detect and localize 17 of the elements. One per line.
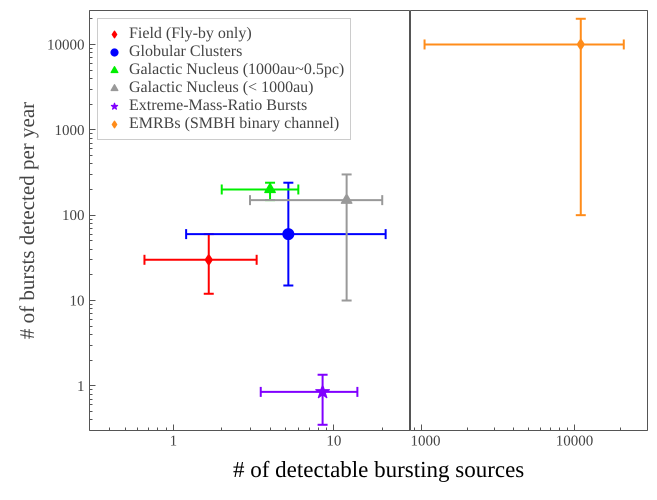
legend-label: Galactic Nucleus (1000au~0.5pc) [129, 61, 344, 79]
y-tick-label: 1000 [54, 122, 84, 139]
x-axis-title: # of detectable bursting sources [233, 456, 524, 484]
y-tick-label: 1 [77, 378, 84, 395]
legend-label: Field (Fly-by only) [129, 25, 252, 43]
x-tick-label: 10000 [556, 434, 594, 450]
legend-label: EMRBs (SMBH binary channel) [129, 115, 340, 133]
legend-label: Globular Clusters [129, 43, 242, 61]
x-tick-label: 10 [326, 434, 342, 450]
y-tick-label: 100 [62, 208, 84, 224]
y-axis-title: # of bursts detected per year [15, 102, 39, 340]
y-tick-label: 10 [70, 294, 84, 310]
y-tick-label: 10000 [47, 37, 84, 54]
x-tick-label: 1000 [410, 434, 440, 450]
legend-label: Galactic Nucleus (< 1000au) [129, 79, 314, 97]
legend-label: Extreme-Mass-Ratio Bursts [129, 97, 308, 115]
x-tick-label: 1 [170, 434, 178, 450]
